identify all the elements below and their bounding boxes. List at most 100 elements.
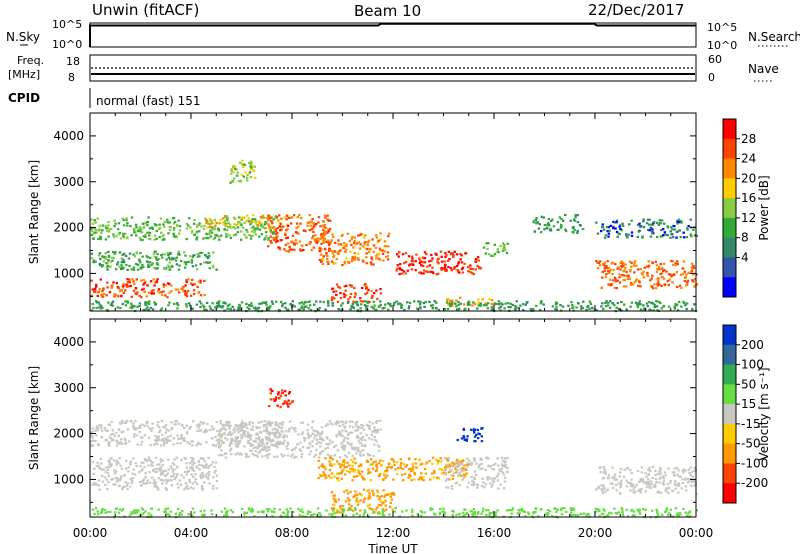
- colorbar-label: Velocity [m s⁻¹]: [757, 367, 771, 460]
- heatmap-cell: [123, 437, 127, 440]
- heatmap-cell: [674, 480, 677, 483]
- heatmap-cell: [173, 235, 176, 238]
- heatmap-cell: [531, 308, 534, 311]
- heatmap-cell: [477, 432, 480, 435]
- heatmap-cell: [477, 298, 480, 301]
- heatmap-cell: [284, 243, 288, 246]
- heatmap-cell: [171, 470, 174, 473]
- heatmap-cell: [236, 428, 239, 431]
- heatmap-cell: [419, 476, 422, 479]
- heatmap-cell: [501, 464, 504, 467]
- heatmap-cell: [662, 228, 665, 231]
- heatmap-cell: [118, 231, 121, 235]
- heatmap-cell: [648, 466, 651, 470]
- heatmap-cell: [334, 444, 338, 447]
- heatmap-cell: [97, 443, 100, 446]
- heatmap-cell: [321, 464, 324, 467]
- heatmap-cell: [195, 238, 198, 241]
- heatmap-cell: [162, 223, 165, 226]
- heatmap-cell: [580, 307, 583, 310]
- heatmap-cell: [371, 463, 374, 466]
- heatmap-cell: [270, 389, 274, 392]
- heatmap-cell: [351, 420, 354, 423]
- heatmap-cell: [256, 224, 260, 227]
- heatmap-cell: [558, 216, 561, 219]
- heatmap-cell: [230, 168, 233, 171]
- heatmap-cell: [157, 508, 160, 511]
- heatmap-cell: [560, 223, 563, 226]
- heatmap-cell: [335, 423, 338, 426]
- heatmap-cell: [100, 436, 104, 439]
- heatmap-cell: [400, 268, 404, 272]
- heatmap-cell: [316, 507, 320, 510]
- heatmap-cell: [236, 309, 239, 312]
- heatmap-cell: [210, 463, 213, 466]
- heatmap-cell: [172, 227, 176, 230]
- heatmap-cell: [97, 301, 100, 304]
- heatmap-cell: [169, 510, 173, 513]
- heatmap-cell: [107, 230, 111, 233]
- heatmap-cell: [157, 468, 160, 471]
- heatmap-cell: [368, 454, 372, 457]
- heatmap-cell: [421, 256, 424, 259]
- heatmap-cell: [464, 252, 468, 255]
- heatmap-cell: [236, 436, 239, 439]
- heatmap-cell: [290, 222, 293, 225]
- heatmap-cell: [151, 422, 154, 425]
- heatmap-cell: [387, 245, 390, 248]
- heatmap-cell: [184, 254, 187, 257]
- heatmap-cell: [229, 307, 232, 310]
- heatmap-cell: [123, 474, 126, 477]
- heatmap-cell: [168, 268, 172, 271]
- heatmap-cell: [183, 457, 186, 460]
- heatmap-cell: [618, 224, 622, 227]
- heatmap-cell: [266, 306, 269, 309]
- heatmap-cell: [359, 509, 362, 512]
- heatmap-cell: [627, 233, 630, 236]
- heatmap-cell: [537, 227, 541, 230]
- heatmap-cell: [355, 435, 359, 438]
- heatmap-cell: [322, 225, 325, 228]
- heatmap-cell: [260, 233, 263, 236]
- heatmap-cell: [299, 217, 303, 220]
- heatmap-cell: [474, 260, 477, 263]
- heatmap-cell: [669, 259, 673, 262]
- heatmap-cell: [232, 429, 235, 432]
- heatmap-cell: [120, 289, 123, 292]
- heatmap-cell: [146, 224, 149, 227]
- heatmap-cell: [649, 223, 652, 226]
- heatmap-cell: [344, 500, 348, 503]
- heatmap-cell: [364, 293, 367, 296]
- heatmap-cell: [272, 398, 275, 401]
- heatmap-cell: [322, 233, 325, 236]
- heatmap-cell: [660, 284, 663, 287]
- heatmap-cell: [321, 450, 325, 453]
- heatmap-cell: [226, 433, 229, 436]
- heatmap-cell: [354, 490, 357, 493]
- heatmap-cell: [177, 437, 180, 440]
- heatmap-cell: [343, 448, 346, 451]
- heatmap-cell: [230, 438, 233, 441]
- nsky-label: N.Sky: [6, 30, 40, 44]
- heatmap-cell: [604, 305, 608, 308]
- heatmap-cell: [176, 482, 179, 485]
- heatmap-cell: [368, 437, 371, 440]
- heatmap-cell: [307, 423, 310, 426]
- heatmap-cell: [154, 456, 158, 460]
- heatmap-cell: [620, 229, 623, 232]
- heatmap-cell: [204, 254, 207, 257]
- heatmap-cell: [293, 456, 296, 459]
- heatmap-cell: [160, 254, 163, 257]
- heatmap-cell: [176, 302, 179, 305]
- heatmap-cell: [171, 265, 174, 268]
- heatmap-cell: [133, 282, 136, 286]
- heatmap-cell: [241, 426, 244, 429]
- heatmap-cell: [120, 431, 123, 434]
- heatmap-cell: [137, 509, 140, 512]
- heatmap-cell: [411, 469, 415, 472]
- heatmap-cell: [115, 461, 118, 464]
- heatmap-cell: [349, 490, 352, 494]
- heatmap-cell: [281, 389, 284, 392]
- heatmap-cell: [361, 477, 365, 480]
